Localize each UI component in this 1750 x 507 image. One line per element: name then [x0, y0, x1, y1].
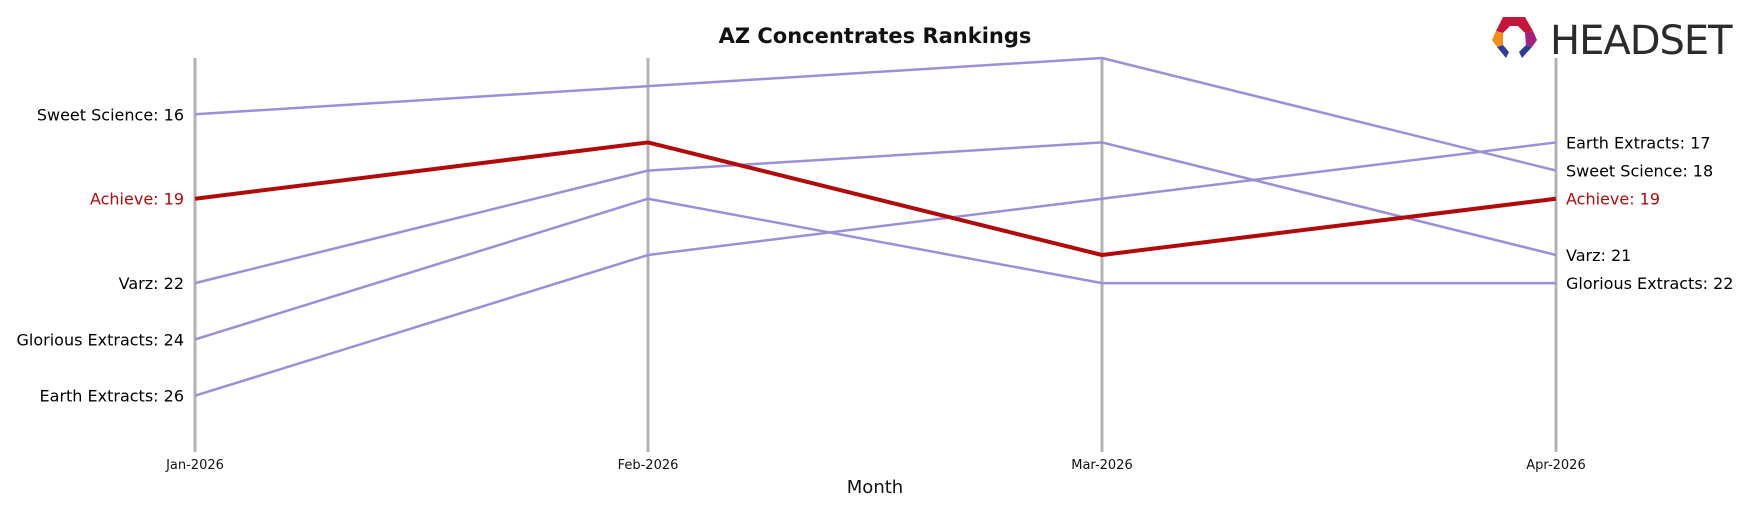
series-lines: [194, 56, 1557, 397]
start-label-earth-extracts: Earth Extracts: 26: [40, 387, 184, 406]
series-line-glorious-extracts: [194, 197, 1556, 341]
series-line-earth-extracts: [194, 141, 1557, 397]
headset-logo-icon: [1492, 17, 1537, 58]
series-line-varz: [194, 141, 1557, 285]
x-tick-feb-2026: Feb-2026: [618, 458, 679, 473]
end-label-glorious-extracts: Glorious Extracts: 22: [1566, 274, 1733, 293]
x-tick-apr-2026: Apr-2026: [1526, 458, 1585, 473]
headset-logo: HEADSET: [1492, 17, 1734, 64]
end-label-sweet-science: Sweet Science: 18: [1566, 162, 1713, 181]
series-end-labels: Sweet Science: 16 Sweet Science: 18 Achiev…: [17, 105, 1734, 405]
series-line-achieve: [194, 140, 1557, 257]
chart-title: AZ Concentrates Rankings: [719, 24, 1032, 48]
end-label-earth-extracts: Earth Extracts: 17: [1566, 133, 1710, 152]
x-tick-jan-2026: Jan-2026: [165, 458, 224, 473]
headset-logo-text: HEADSET: [1550, 18, 1733, 64]
series-line-sweet-science: [194, 56, 1557, 172]
end-label-varz: Varz: 21: [1566, 246, 1631, 265]
start-label-varz: Varz: 22: [119, 274, 184, 293]
start-label-achieve: Achieve: 19: [90, 190, 184, 209]
end-label-achieve: Achieve: 19: [1566, 190, 1660, 209]
start-label-glorious-extracts: Glorious Extracts: 24: [17, 330, 184, 349]
x-tick-labels: Jan-2026 Feb-2026 Mar-2026 Apr-2026: [165, 458, 1586, 473]
month-axis-lines: [193, 58, 1558, 452]
start-label-sweet-science: Sweet Science: 16: [37, 105, 184, 124]
x-tick-mar-2026: Mar-2026: [1071, 458, 1132, 473]
x-axis-title: Month: [847, 477, 903, 498]
